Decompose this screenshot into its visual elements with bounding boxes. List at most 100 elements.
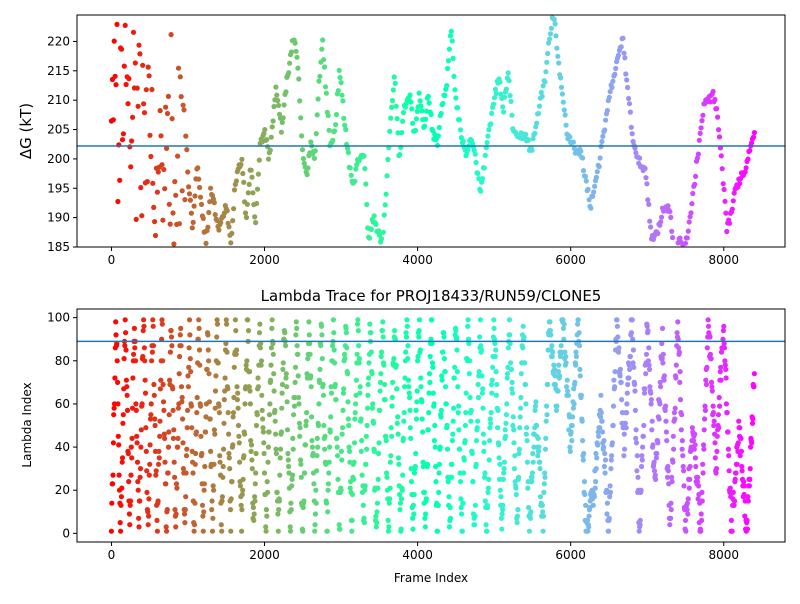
bottom-chart-point <box>503 420 509 426</box>
bottom-chart-point <box>388 425 394 431</box>
bottom-chart-point <box>183 494 189 500</box>
bottom-chart-point <box>302 470 308 476</box>
bottom-chart-point <box>125 450 131 457</box>
bottom-chart-point <box>741 483 748 489</box>
top-chart-point <box>473 159 479 166</box>
bottom-chart-point <box>234 384 240 390</box>
bottom-chart-point <box>248 448 254 454</box>
bottom-chart-point <box>701 446 707 452</box>
bottom-chart-point <box>384 474 390 480</box>
bottom-chart-point <box>110 472 116 478</box>
bottom-chart-point <box>210 515 216 521</box>
top-chart-point <box>632 145 638 151</box>
bottom-chart-point <box>455 384 461 390</box>
bottom-chart-point <box>309 438 315 444</box>
top-chart-point <box>371 213 377 219</box>
top-chart-y-tick-label: 205 <box>47 123 70 137</box>
top-chart-point <box>592 183 598 189</box>
top-chart-point <box>317 73 323 79</box>
top-chart-x-tick-label: 8000 <box>708 253 739 267</box>
top-chart-point <box>580 155 586 161</box>
top-chart-point <box>622 55 628 61</box>
top-chart-point <box>205 224 211 230</box>
top-chart-point <box>164 145 170 151</box>
bottom-chart-point <box>365 381 371 388</box>
top-chart-point <box>110 117 116 123</box>
bottom-chart-point <box>213 373 219 379</box>
top-chart-point <box>395 130 401 136</box>
bottom-chart-point <box>406 390 412 396</box>
bottom-chart-point <box>124 384 130 390</box>
top-chart-point <box>412 127 419 134</box>
bottom-chart-point <box>327 444 333 450</box>
top-chart-point <box>269 124 275 130</box>
bottom-chart-point <box>476 369 482 375</box>
bottom-chart-point <box>150 343 157 349</box>
top-chart-point <box>540 83 546 89</box>
bottom-chart-point <box>698 528 704 534</box>
bottom-chart-point <box>472 513 478 519</box>
bottom-chart-point <box>247 401 253 407</box>
bottom-chart-point <box>648 401 654 407</box>
top-chart-point <box>233 178 239 184</box>
bottom-chart-point <box>459 528 465 534</box>
bottom-chart-point <box>237 483 243 489</box>
bottom-chart-x-tick-label: 0 <box>108 548 116 562</box>
bottom-chart-point <box>619 397 625 403</box>
bottom-chart-point <box>405 377 411 383</box>
bottom-chart-point <box>255 375 261 381</box>
bottom-chart-point <box>212 388 219 394</box>
bottom-chart-point <box>503 412 509 418</box>
bottom-chart-point <box>366 375 372 381</box>
bottom-chart-point <box>371 448 377 454</box>
bottom-chart-point <box>567 448 573 454</box>
top-chart-point <box>665 203 671 209</box>
bottom-chart-point <box>276 507 282 513</box>
bottom-chart-point <box>660 360 666 366</box>
bottom-chart-point <box>597 414 604 420</box>
bottom-chart-point <box>270 340 276 347</box>
bottom-chart-point <box>511 466 517 472</box>
bottom-chart-point <box>193 429 199 435</box>
bottom-chart-point <box>268 377 274 383</box>
bottom-chart-point <box>259 392 265 398</box>
bottom-chart-point <box>413 450 419 457</box>
bottom-chart-point <box>171 427 177 433</box>
bottom-chart-point <box>383 433 389 439</box>
top-chart-point <box>312 148 318 154</box>
top-chart-point <box>325 112 331 119</box>
bottom-chart-point <box>137 466 144 472</box>
top-chart-point <box>229 230 235 236</box>
bottom-chart-point <box>312 511 318 517</box>
bottom-chart-point <box>426 371 433 377</box>
bottom-chart-point <box>423 496 429 502</box>
bottom-chart-point <box>280 360 286 366</box>
top-chart-point <box>445 65 451 72</box>
bottom-chart-point <box>273 450 279 457</box>
bottom-chart-point <box>260 425 266 431</box>
bottom-chart-point <box>477 334 483 340</box>
bottom-chart-point <box>751 371 758 377</box>
bottom-chart-point <box>386 524 392 530</box>
top-chart-x-tick-label: 6000 <box>555 253 586 267</box>
bottom-chart-point <box>527 515 534 521</box>
bottom-chart-point <box>357 384 363 390</box>
bottom-chart-point <box>264 513 270 519</box>
bottom-chart-point <box>259 407 265 413</box>
bottom-chart-point <box>340 390 346 396</box>
bottom-chart-point <box>257 345 263 351</box>
top-chart-point <box>478 188 484 194</box>
bottom-chart-point <box>714 448 720 454</box>
bottom-chart-point <box>297 457 304 463</box>
top-chart-point <box>361 153 367 159</box>
bottom-chart-point <box>163 481 169 487</box>
top-chart-point <box>724 228 730 235</box>
top-chart-point <box>529 147 535 153</box>
bottom-chart-point <box>632 407 639 413</box>
bottom-chart-point <box>408 435 414 441</box>
bottom-chart-point <box>700 461 706 467</box>
bottom-chart-point <box>118 528 124 534</box>
bottom-chart-point <box>325 509 331 515</box>
top-chart-point <box>668 214 674 220</box>
top-chart-point <box>299 133 305 139</box>
